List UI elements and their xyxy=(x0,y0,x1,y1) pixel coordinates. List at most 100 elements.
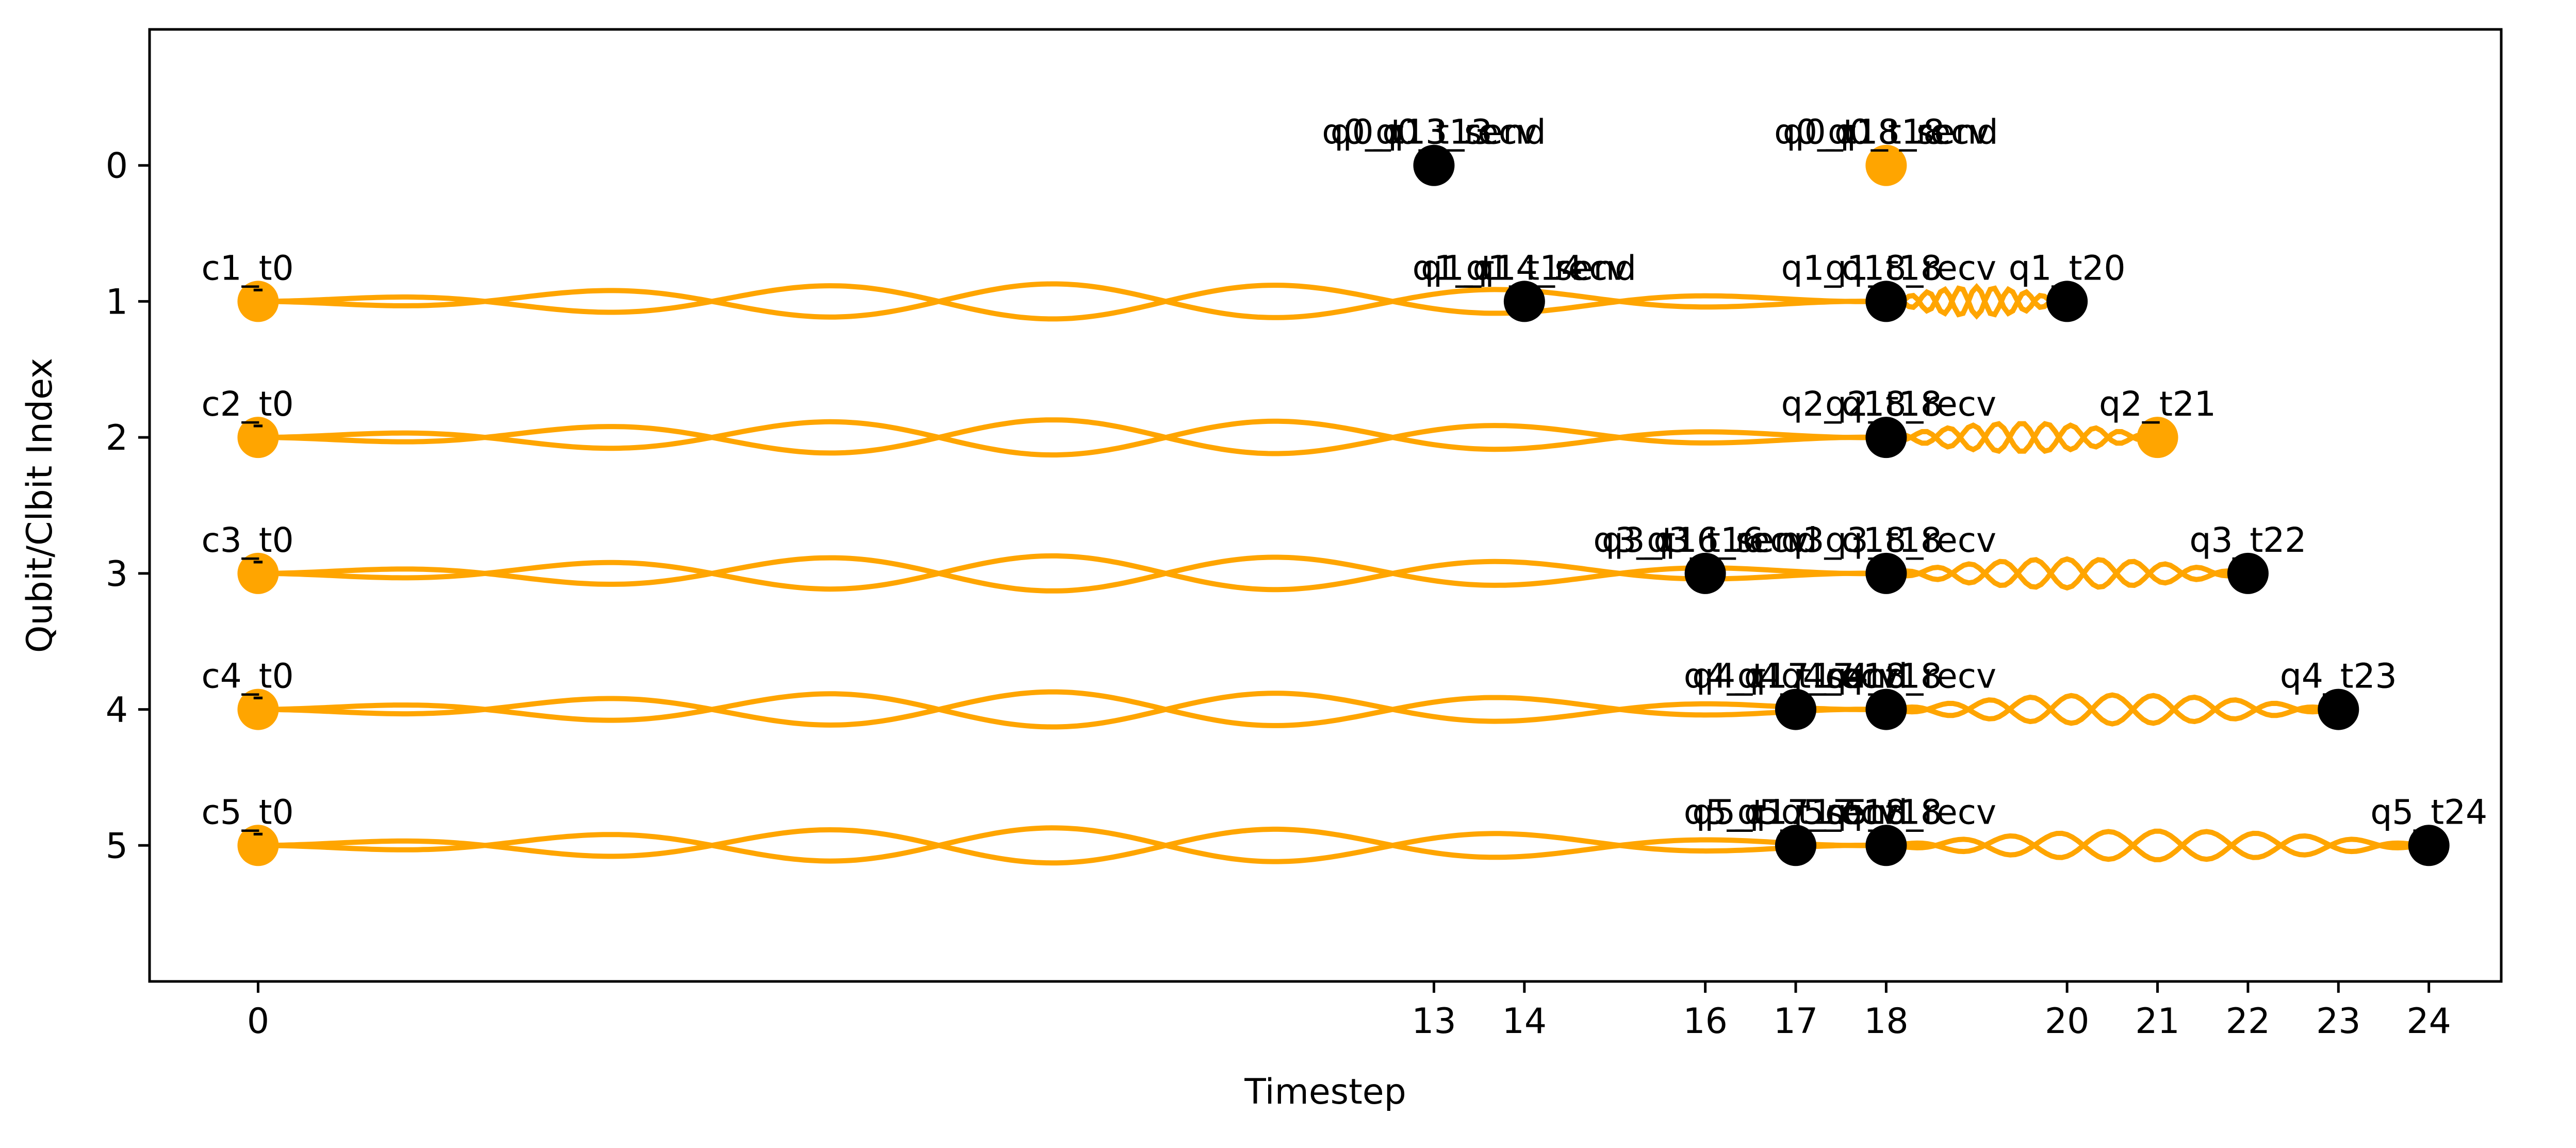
node-label: q1_t20 xyxy=(2009,248,2126,288)
node-label: q4_t17 xyxy=(1737,657,1855,696)
node-label: q5_t17_recv xyxy=(1692,792,1899,832)
node-marker xyxy=(1865,688,1907,730)
node-marker-text: - xyxy=(252,812,265,851)
edge-curve xyxy=(1885,285,2068,320)
y-tick-label: 3 xyxy=(106,554,128,595)
node-label: q1_q18_recv xyxy=(1781,248,1996,288)
node-label: q5_q18_recv xyxy=(1781,792,1996,832)
edge-curve xyxy=(258,554,1886,594)
x-tick-label: 13 xyxy=(1412,1001,1456,1042)
node-marker xyxy=(1865,552,1907,594)
node-marker xyxy=(1775,825,1816,866)
node-label: c4_t0 xyxy=(201,657,293,696)
node-label: c5_t0 xyxy=(201,792,293,832)
x-tick-label: 22 xyxy=(2226,1001,2271,1042)
node-label: q3_t22 xyxy=(2190,520,2307,560)
y-tick-label: 4 xyxy=(106,690,128,731)
edge-curve xyxy=(258,418,1886,458)
edge-curve xyxy=(1886,557,2249,591)
node-marker xyxy=(237,688,279,730)
node-label: q0_q18_send xyxy=(1774,112,1998,152)
node-label: q0_t18_recv xyxy=(1783,112,1990,152)
node-marker xyxy=(2408,825,2450,866)
node-label: q4_t18 xyxy=(1825,657,1942,696)
x-tick-label: 14 xyxy=(1502,1001,1547,1042)
points-layer xyxy=(237,144,2450,866)
node-marker xyxy=(1503,281,1545,322)
y-tick-label: 5 xyxy=(106,826,128,866)
x-tick-label: 24 xyxy=(2406,1001,2451,1042)
node-marker-text: - xyxy=(252,540,265,580)
node-marker-text: - xyxy=(252,268,265,307)
node-label: q4_q17_send xyxy=(1684,657,1908,696)
node-marker xyxy=(2227,552,2269,594)
edge-curve xyxy=(258,283,1886,322)
node-label: q5_t18 xyxy=(1825,792,1942,832)
node-label: q2_q18_recv xyxy=(1781,384,1996,424)
node-marker-text: - xyxy=(252,676,265,716)
edge-curve xyxy=(1886,828,2429,862)
node-label: q3_t18 xyxy=(1825,520,1942,560)
node-marker xyxy=(1865,281,1907,322)
node-marker xyxy=(2137,417,2178,458)
y-tick-label: 0 xyxy=(106,146,128,187)
x-tick-label: 17 xyxy=(1774,1001,1818,1042)
node-label: q3_t22 xyxy=(2190,520,2307,560)
edge-curve xyxy=(1886,829,2429,862)
node-marker xyxy=(237,281,279,322)
edge-curve xyxy=(1885,421,2158,454)
node-label: q1_q14_send xyxy=(1413,248,1636,288)
edge-curve xyxy=(258,691,1886,730)
node-label: q3_t16_recv xyxy=(1602,520,1809,560)
edge-curve xyxy=(258,826,1886,866)
node-marker xyxy=(2046,281,2088,322)
x-tick-label: 18 xyxy=(1864,1001,1909,1042)
node-label: q3_q16_send xyxy=(1593,520,1817,560)
node-label: q0_t18 xyxy=(1828,112,1945,152)
node-label: q1_t18 xyxy=(1825,248,1942,288)
x-tick-label: 23 xyxy=(2316,1001,2361,1042)
node-label: q5_q17_send xyxy=(1684,792,1908,832)
edge-curve xyxy=(1885,283,2068,318)
node-marker-text: - xyxy=(252,404,265,444)
y-tick-label: 2 xyxy=(106,418,128,458)
node-marker xyxy=(237,825,279,866)
x-axis-title: Timestep xyxy=(1244,1072,1406,1112)
node-marker xyxy=(1684,552,1726,594)
node-label: q0_t13 xyxy=(1375,112,1492,152)
x-tick-label: 21 xyxy=(2135,1001,2180,1042)
node-label: q2_t21 xyxy=(2099,384,2216,424)
node-label: q3_q18_recv xyxy=(1781,520,1996,560)
node-label: q0_t13_recv xyxy=(1331,112,1537,152)
plot-area-frame xyxy=(148,28,2503,983)
node-label: q2_t18 xyxy=(1825,384,1942,424)
edges-layer xyxy=(258,281,2429,866)
edge-curve xyxy=(1886,693,2339,727)
node-label: q5_t17 xyxy=(1737,792,1855,832)
node-label: q2_t21 xyxy=(2099,384,2216,424)
node-label: q5_t24 xyxy=(2370,792,2487,832)
y-tick-label: 1 xyxy=(106,282,128,322)
node-marker xyxy=(1865,144,1907,186)
edge-curve xyxy=(1886,556,2249,590)
x-tick-label: 16 xyxy=(1683,1001,1728,1042)
node-label: q4_t17_recv xyxy=(1692,657,1899,696)
node-label: c3_t0 xyxy=(201,520,293,560)
node-marker xyxy=(1865,417,1907,458)
x-tick-label: 0 xyxy=(247,1001,269,1042)
node-label: q0_q13_send xyxy=(1322,112,1546,152)
edge-curve xyxy=(1885,421,2158,454)
x-tick-label: 20 xyxy=(2045,1001,2090,1042)
node-marker xyxy=(1413,144,1455,186)
node-label: c1_t0 xyxy=(201,248,293,288)
y-axis-title: Qubit/Clbit Index xyxy=(20,358,60,653)
node-label: q4_q18_recv xyxy=(1781,657,1996,696)
node-marker xyxy=(1775,688,1816,730)
node-label: c2_t0 xyxy=(201,384,293,424)
node-label: q1_t14 xyxy=(1466,248,1583,288)
